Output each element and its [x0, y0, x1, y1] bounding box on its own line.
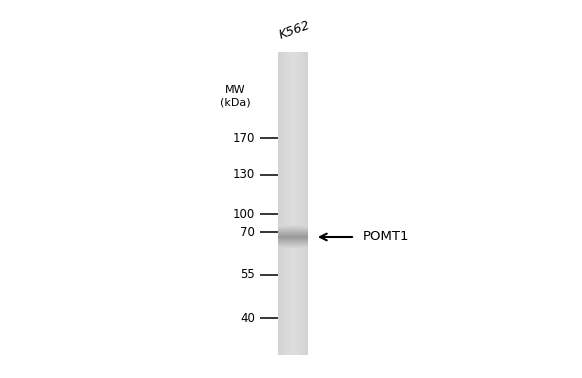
Text: 70: 70 — [240, 226, 255, 239]
Text: 55: 55 — [240, 268, 255, 282]
Text: 40: 40 — [240, 311, 255, 324]
Text: MW
(kDa): MW (kDa) — [219, 85, 250, 107]
Text: K562: K562 — [278, 19, 313, 42]
Text: 170: 170 — [233, 132, 255, 144]
Text: 100: 100 — [233, 208, 255, 220]
Text: 130: 130 — [233, 169, 255, 181]
Text: POMT1: POMT1 — [363, 231, 409, 243]
